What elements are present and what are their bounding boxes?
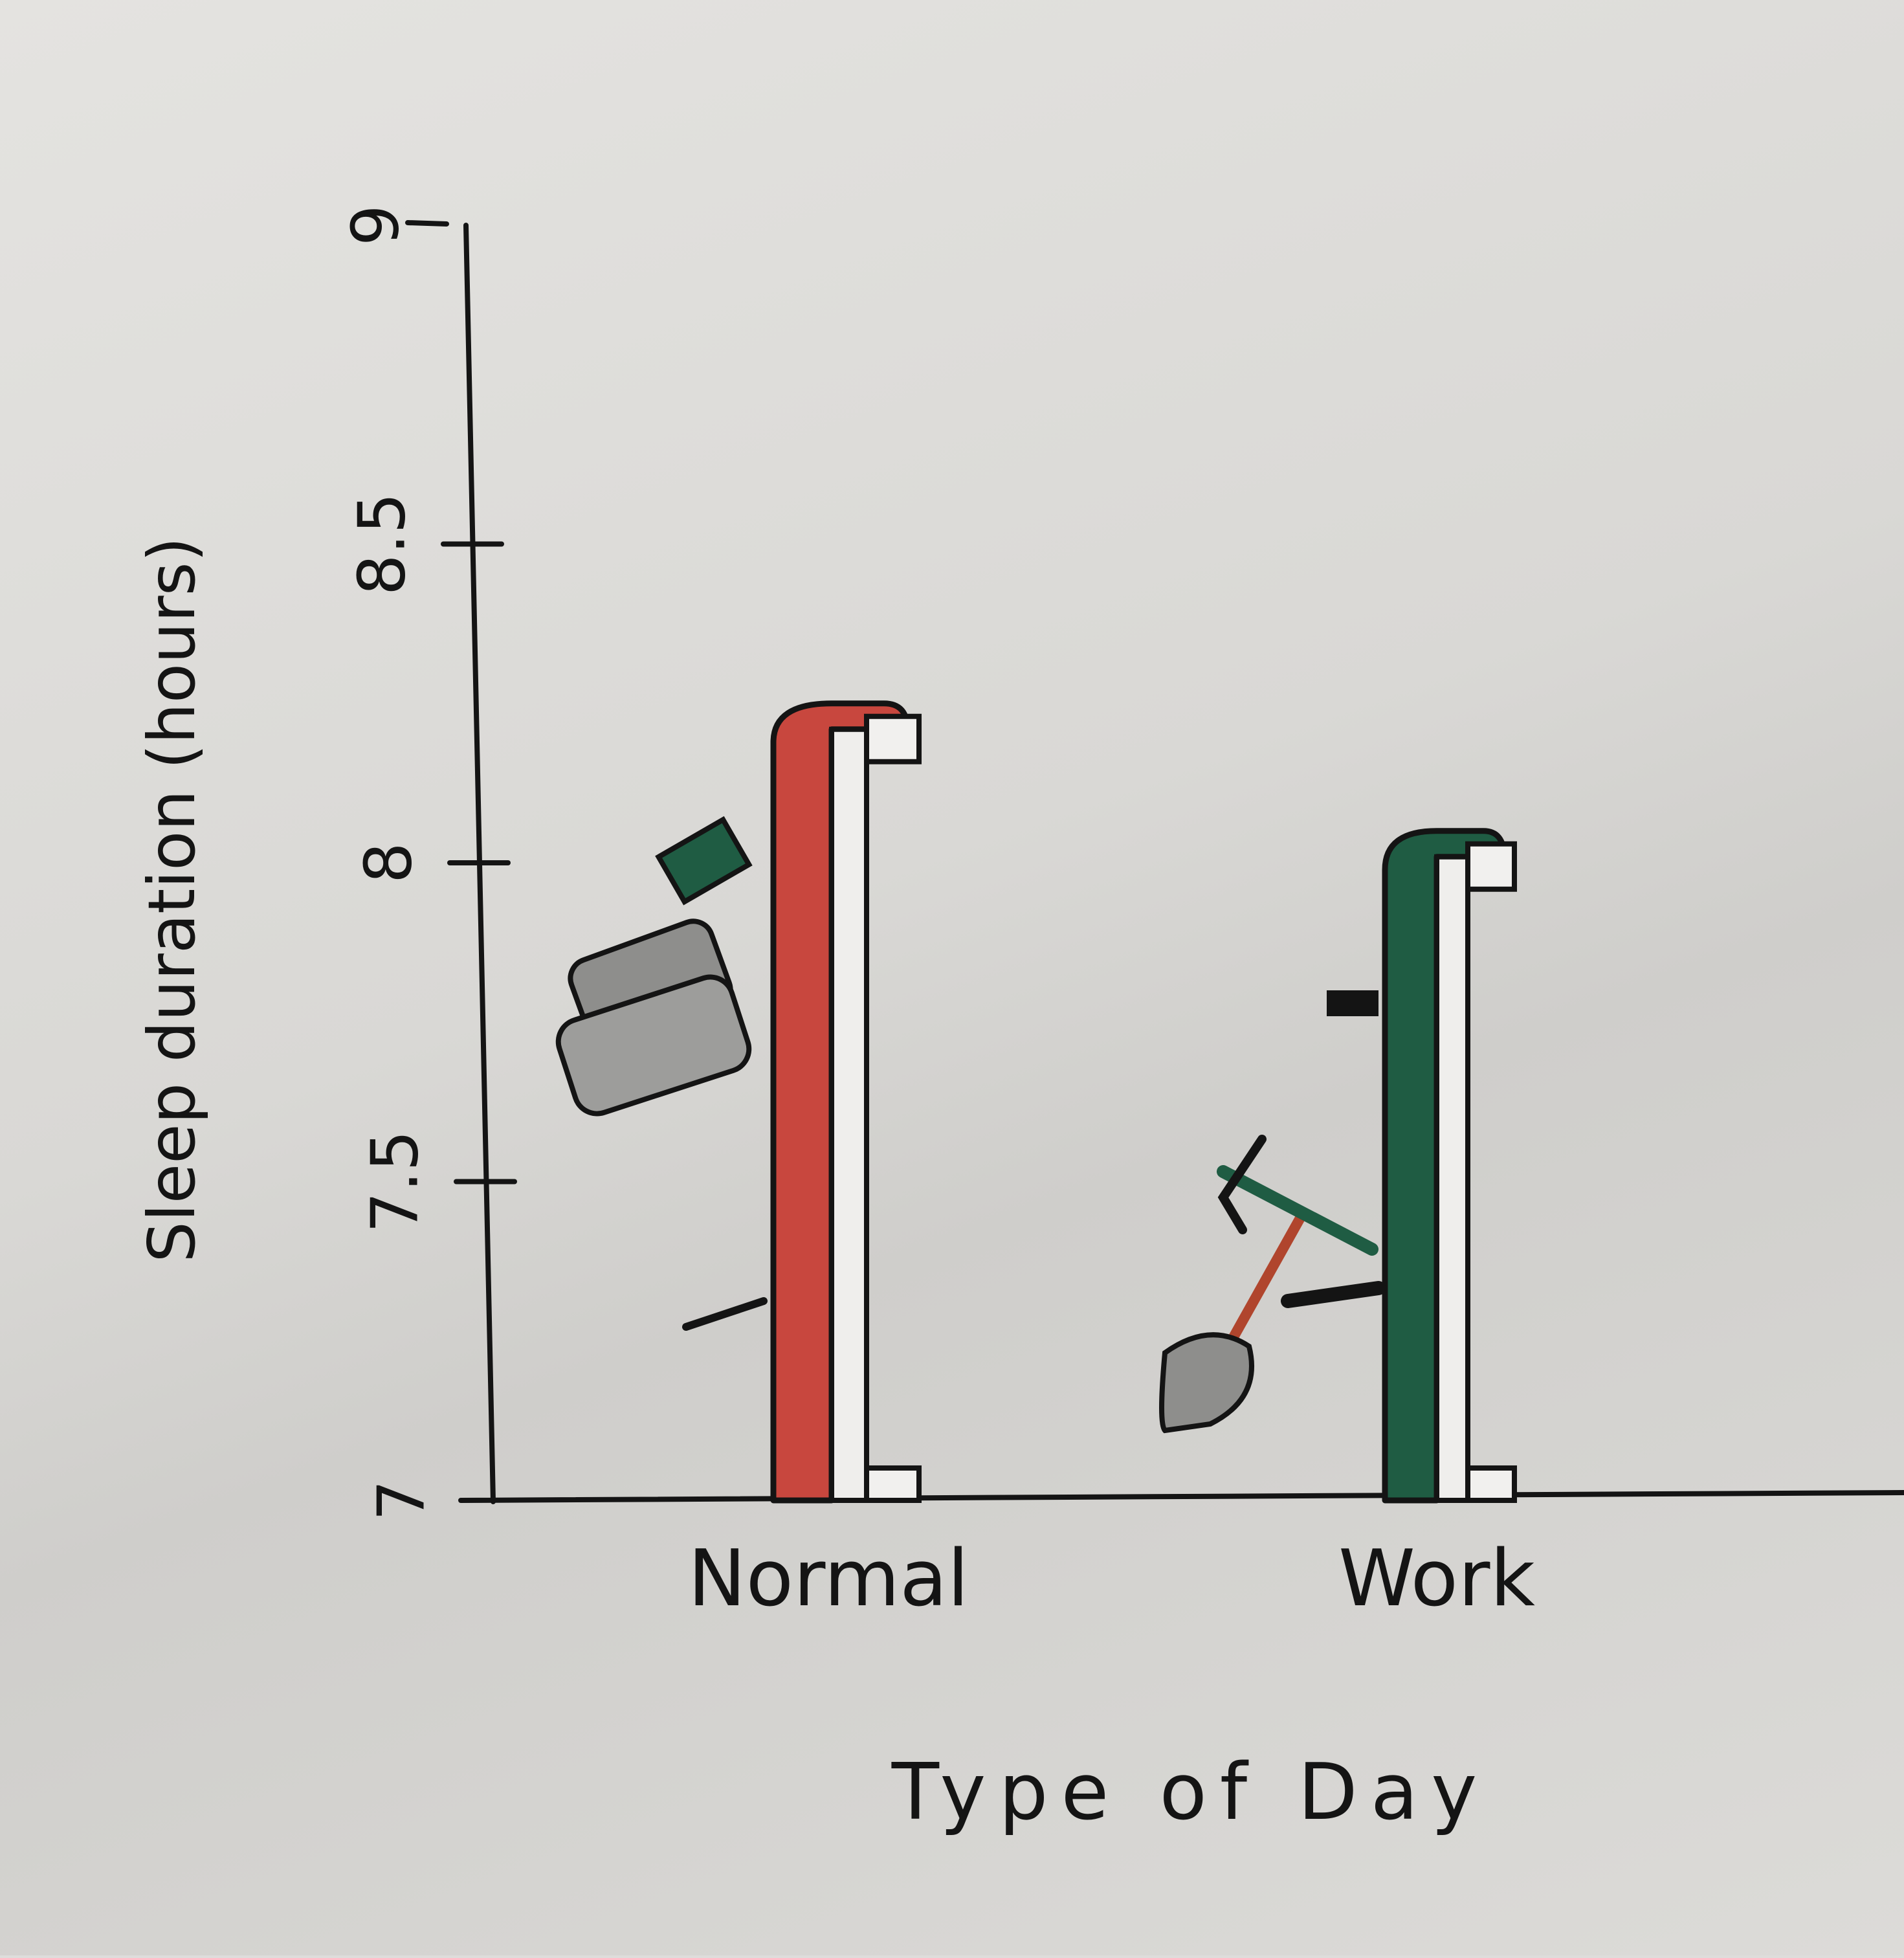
bar-mattress <box>1434 854 1470 1503</box>
x-tick-label: Normal <box>688 1534 969 1624</box>
y-tick-label: 7.5 <box>357 1130 433 1233</box>
y-axis-label: Sleep duration (hours) <box>134 537 210 1262</box>
pen-icon <box>682 1297 768 1331</box>
book-icon <box>655 816 753 906</box>
bar-pillow <box>1465 841 1517 892</box>
x-axis-label: Type of Day <box>891 1748 1490 1838</box>
y-tick-label: 7 <box>364 1480 439 1521</box>
book-stack-icon <box>555 974 752 1117</box>
decorations <box>555 816 1386 1434</box>
y-tick-label: 8 <box>351 842 426 884</box>
bar-pillow <box>864 713 922 764</box>
y-axis-top-cap <box>405 220 449 227</box>
tool-icon <box>1327 990 1378 1016</box>
pickaxe-icon <box>1217 1165 1378 1256</box>
y-tick-label: 9 <box>338 205 414 246</box>
shovel-icon <box>1159 1332 1254 1434</box>
pickaxe-head <box>1217 1135 1267 1234</box>
y-axis-ticks: 7 7.5 8 8.5 9 <box>338 205 517 1521</box>
x-axis-line <box>458 1490 1904 1503</box>
y-tick-label: 8.5 <box>344 493 420 595</box>
bars-group: Normal Work <box>688 700 1535 1624</box>
bar-mattress <box>829 726 869 1503</box>
bar-foot <box>1465 1465 1517 1503</box>
hammer-icon <box>1281 1281 1386 1308</box>
bar-foot <box>864 1465 922 1503</box>
x-tick-label: Work <box>1338 1534 1535 1624</box>
